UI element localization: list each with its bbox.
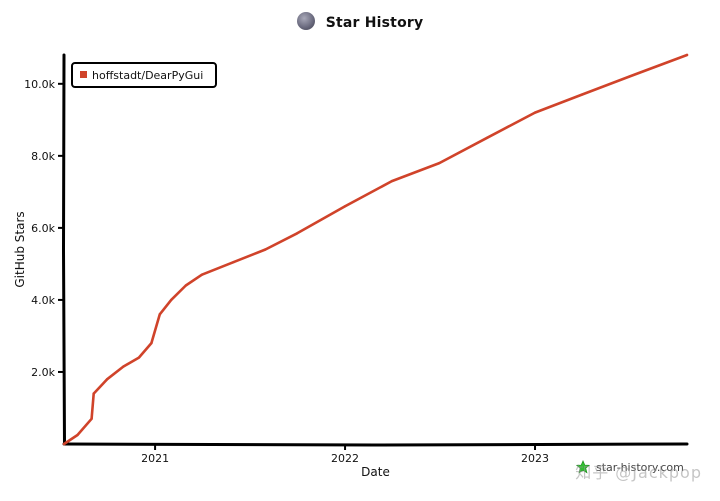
series-point xyxy=(137,356,141,359)
y-axis-label: GitHub Stars xyxy=(13,211,27,287)
series-line xyxy=(62,53,689,446)
legend-swatch xyxy=(80,71,87,78)
series-point xyxy=(62,442,66,446)
x-axis-line xyxy=(62,442,689,447)
series-point xyxy=(390,179,394,183)
series-point xyxy=(76,433,79,437)
y-tick-label: 8.0k xyxy=(31,150,55,163)
y-tick-label: 6.0k xyxy=(31,222,55,235)
series-point xyxy=(343,205,347,208)
series-point xyxy=(232,260,235,264)
x-tick-label: 2021 xyxy=(141,452,169,465)
series-point xyxy=(92,392,95,395)
series-point xyxy=(122,365,125,368)
x-axis-label: Date xyxy=(361,465,390,479)
series-point xyxy=(158,313,161,316)
series-point xyxy=(580,93,584,96)
chart-title: Star History xyxy=(0,12,720,32)
series-point xyxy=(184,284,187,287)
series-point xyxy=(295,232,299,235)
series-point xyxy=(90,417,93,420)
series-point xyxy=(264,248,267,251)
owner-avatar-icon xyxy=(296,12,315,30)
series-point xyxy=(685,53,689,57)
brand-link[interactable]: star-history.com xyxy=(576,460,684,474)
series-point xyxy=(200,273,204,276)
watermark: 知乎 @Jackpop xyxy=(575,463,702,482)
x-tick-label: 2022 xyxy=(331,452,359,465)
brand-text: star-history.com xyxy=(596,460,684,474)
series-point xyxy=(170,298,173,302)
chart-title-text: Star History xyxy=(325,15,424,31)
y-tick-label: 4.0k xyxy=(31,294,55,307)
y-tick-label: 2.0k xyxy=(31,366,55,379)
series-point xyxy=(485,136,489,140)
series-point xyxy=(438,161,441,165)
y-tick-label: 10.0k xyxy=(24,78,55,91)
series-point xyxy=(533,111,537,114)
x-tick-label: 2023 xyxy=(521,452,549,465)
star-logo-icon xyxy=(576,460,590,474)
y-axis-line xyxy=(61,53,66,446)
series-point xyxy=(628,75,631,78)
series-point xyxy=(150,341,153,345)
legend-box xyxy=(71,62,217,88)
legend-label: hoffstadt/DearPyGui xyxy=(92,69,203,82)
series-point xyxy=(105,377,109,381)
